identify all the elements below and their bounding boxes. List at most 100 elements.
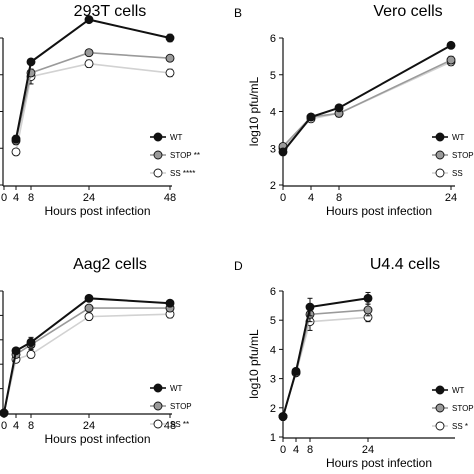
legend-marker-stop <box>435 150 445 160</box>
series-line-ss <box>15 62 171 153</box>
series-line-stop <box>282 59 452 147</box>
y-axis-label: log10 pfu/mL <box>247 329 261 399</box>
legend-label-ss: SS ** <box>170 420 189 429</box>
series-line-wt <box>282 297 369 417</box>
legend-label-wt: WT <box>170 384 183 393</box>
series-line-wt <box>15 18 171 140</box>
panel-title: Vero cells <box>373 3 442 20</box>
y-tick-label: 6 <box>270 286 276 298</box>
legend-label-ss: SS **** <box>170 169 195 178</box>
data-point-stop <box>165 53 175 63</box>
y-tick-label: 4 <box>270 344 276 356</box>
data-point-wt <box>165 298 175 308</box>
legend-marker-wt <box>435 385 445 395</box>
panel-letter: D <box>234 259 243 273</box>
data-point-wt <box>11 346 21 356</box>
y-tick-label: 2 <box>270 180 276 192</box>
series-line-stop <box>15 51 171 142</box>
legend-marker-wt <box>153 383 163 393</box>
series-line-wt <box>282 44 452 153</box>
x-tick-label: 8 <box>336 192 342 204</box>
legend-marker-wt <box>153 132 163 142</box>
x-tick-label: 24 <box>362 444 374 456</box>
x-axis-label: Hours post infection <box>44 432 150 446</box>
panel-2: Vero cells B 2 3 4 5 6 0 4 8 24 Hours post infectio… <box>234 3 474 218</box>
data-point-wt <box>278 412 288 422</box>
data-point-wt <box>446 40 456 50</box>
x-tick-label: 4 <box>308 192 314 204</box>
y-tick-label: 6 <box>270 33 276 45</box>
data-point-wt <box>278 147 288 157</box>
x-tick-label: 4 <box>293 444 299 456</box>
legend-marker-wt <box>435 132 445 142</box>
y-tick-label: 3 <box>270 374 276 386</box>
panel-title: Aag2 cells <box>73 256 147 273</box>
data-point-stop <box>84 48 94 58</box>
legend-marker-ss <box>153 419 163 429</box>
series-line-stop <box>3 307 170 414</box>
legend-marker-ss <box>153 168 163 178</box>
data-point-wt <box>334 103 344 113</box>
data-point-ss <box>84 312 94 322</box>
legend-marker-stop <box>153 401 163 411</box>
data-point-wt <box>363 293 373 303</box>
x-axis-label: Hours post infection <box>326 204 432 218</box>
x-axis-label: Hours post infection <box>326 456 432 470</box>
y-tick-label: 4 <box>270 107 276 119</box>
data-point-stop <box>84 303 94 313</box>
data-point-wt <box>291 366 301 376</box>
panel-letter: B <box>234 6 242 20</box>
panel-title: 293T cells <box>74 3 147 20</box>
data-point-wt <box>0 408 9 418</box>
y-tick-label: 5 <box>270 70 276 82</box>
series-line-stop <box>282 309 369 417</box>
x-tick-label: 8 <box>28 192 34 204</box>
data-point-ss <box>26 349 36 359</box>
series-line-ss <box>3 313 171 414</box>
x-axis-label: Hours post infection <box>44 204 150 218</box>
data-point-wt <box>305 302 315 312</box>
data-point-wt <box>84 15 94 25</box>
legend-marker-ss <box>435 168 445 178</box>
legend-label-stop: STOP ** <box>170 151 200 160</box>
legend: WT STOP ** SS **** <box>150 132 200 178</box>
x-tick-label: 8 <box>307 444 313 456</box>
panel-title: U4.4 cells <box>370 256 440 273</box>
x-tick-label: 24 <box>83 420 95 432</box>
legend-label-stop: STOP <box>170 402 192 411</box>
y-tick-label: 2 <box>270 403 276 415</box>
y-axis-label: log10 pfu/mL <box>247 76 261 146</box>
x-tick-label: 0 <box>1 420 7 432</box>
series-line-ss <box>282 61 452 149</box>
legend-label-wt: WT <box>452 386 465 395</box>
data-point-wt <box>26 57 36 67</box>
data-point-wt <box>165 33 175 43</box>
data-point-ss <box>11 147 21 157</box>
x-tick-label: 8 <box>28 420 34 432</box>
y-tick-label: 1 <box>270 432 276 444</box>
legend-label-ss: SS <box>452 169 463 178</box>
data-point-ss <box>165 68 175 78</box>
data-point-wt <box>11 134 21 144</box>
y-tick-label: 3 <box>270 143 276 155</box>
x-tick-label: 24 <box>83 192 95 204</box>
data-point-wt <box>26 337 36 347</box>
legend: WT STOP SS ** <box>150 383 192 429</box>
x-tick-label: 48 <box>164 420 176 432</box>
x-tick-label: 0 <box>280 444 286 456</box>
legend-marker-stop <box>435 403 445 413</box>
x-tick-label: 0 <box>280 192 286 204</box>
data-point-ss <box>84 59 94 69</box>
x-tick-label: 48 <box>164 192 176 204</box>
legend-label-ss: SS * <box>452 422 468 431</box>
x-tick-label: 4 <box>13 420 19 432</box>
legend: WT STOP SS <box>432 132 474 178</box>
legend-label-stop: STOP <box>452 404 474 413</box>
x-tick-label: 0 <box>1 192 7 204</box>
data-point-wt <box>306 112 316 122</box>
x-tick-label: 4 <box>13 192 19 204</box>
